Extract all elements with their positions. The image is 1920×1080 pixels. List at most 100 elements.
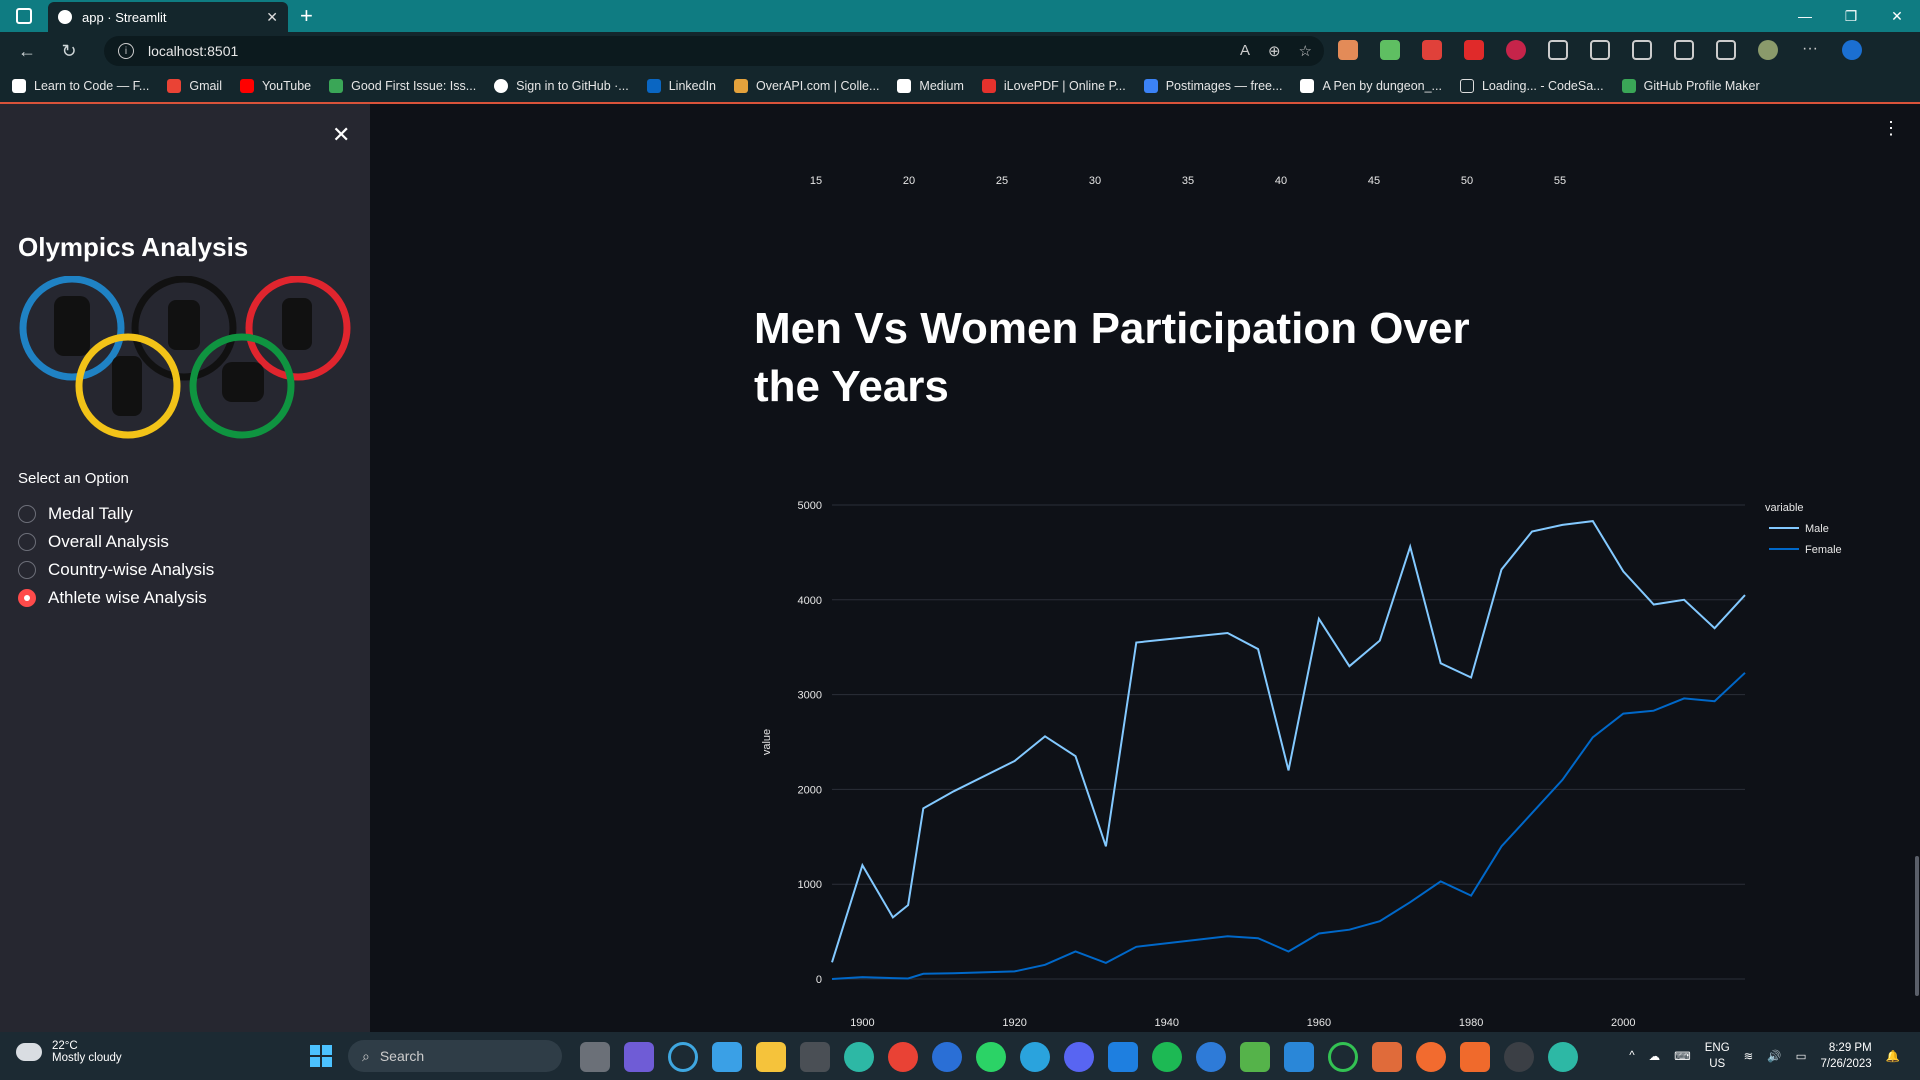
bookmark-item[interactable]: Learn to Code — F... bbox=[12, 79, 149, 93]
top-axis-tick-label: 35 bbox=[1182, 175, 1194, 187]
workspaces-icon[interactable] bbox=[16, 8, 32, 24]
radio-medal-tally[interactable]: Medal Tally bbox=[18, 500, 214, 528]
radio-country-wise-analysis[interactable]: Country-wise Analysis bbox=[18, 556, 214, 584]
zoom-icon[interactable]: ⊕ bbox=[1267, 43, 1281, 60]
app-icon[interactable] bbox=[1108, 1042, 1138, 1072]
bookmark-icon bbox=[734, 79, 748, 93]
bookmark-item[interactable]: Good First Issue: Iss... bbox=[329, 79, 476, 93]
taskbar-search[interactable]: ⌕ Search bbox=[348, 1040, 562, 1072]
collections-icon[interactable] bbox=[1674, 40, 1694, 60]
close-tab-icon[interactable]: ✕ bbox=[266, 8, 278, 25]
keyboard-icon[interactable]: ⌨ bbox=[1674, 1051, 1691, 1063]
chrome-icon[interactable] bbox=[888, 1042, 918, 1072]
onedrive-icon[interactable]: ☁ bbox=[1648, 1051, 1661, 1063]
bookmark-item[interactable]: Gmail bbox=[167, 79, 222, 93]
store-icon[interactable] bbox=[712, 1042, 742, 1072]
extension-icon[interactable] bbox=[1380, 40, 1400, 60]
top-axis-tick-label: 20 bbox=[903, 175, 915, 187]
app-icon[interactable] bbox=[1240, 1042, 1270, 1072]
scrollbar-thumb[interactable] bbox=[1915, 856, 1919, 996]
notification-bell-icon[interactable]: 🔔 bbox=[1885, 1051, 1900, 1063]
region[interactable]: US bbox=[1709, 1058, 1726, 1070]
restore-icon[interactable]: ❐ bbox=[1844, 7, 1858, 24]
bookmark-item[interactable]: OverAPI.com | Colle... bbox=[734, 79, 879, 93]
file-explorer-icon[interactable] bbox=[756, 1042, 786, 1072]
bookmark-item[interactable]: YouTube bbox=[240, 79, 311, 93]
close-window-icon[interactable]: ✕ bbox=[1891, 7, 1903, 24]
new-tab-button[interactable]: + bbox=[300, 3, 313, 28]
bookmark-item[interactable]: Loading... - CodeSa... bbox=[1459, 79, 1604, 93]
windows-start-icon[interactable] bbox=[310, 1045, 332, 1067]
app-icon[interactable] bbox=[1328, 1042, 1358, 1072]
clock-date[interactable]: 7/26/2023 bbox=[1820, 1058, 1872, 1070]
favorite-star-icon[interactable]: ☆ bbox=[1298, 43, 1312, 60]
bookmark-item[interactable]: A Pen by dungeon_... bbox=[1300, 79, 1442, 93]
xampp-icon[interactable] bbox=[1460, 1042, 1490, 1072]
browser-tab[interactable]: app · Streamlit ✕ bbox=[48, 2, 288, 32]
bookmark-item[interactable]: GitHub Profile Maker bbox=[1621, 79, 1760, 93]
wifi-icon[interactable]: ≋ bbox=[1743, 1051, 1754, 1063]
git-icon[interactable] bbox=[1372, 1042, 1402, 1072]
bookmark-item[interactable]: LinkedIn bbox=[646, 79, 716, 93]
discord-icon[interactable] bbox=[1064, 1042, 1094, 1072]
site-info-icon[interactable]: i bbox=[118, 43, 134, 59]
vscode-icon[interactable] bbox=[1284, 1042, 1314, 1072]
bookmark-item[interactable]: Postimages — free... bbox=[1143, 79, 1282, 93]
extension-icon[interactable] bbox=[1464, 40, 1484, 60]
postman-icon[interactable] bbox=[1416, 1042, 1446, 1072]
app-icon[interactable] bbox=[1196, 1042, 1226, 1072]
battery-icon[interactable]: ▭ bbox=[1795, 1051, 1807, 1063]
radio-circle-icon[interactable] bbox=[18, 533, 36, 551]
cloud-icon bbox=[16, 1043, 42, 1061]
edge-icon[interactable] bbox=[844, 1042, 874, 1072]
weather-widget[interactable]: 22°C Mostly cloudy bbox=[16, 1040, 122, 1064]
address-bar[interactable]: i localhost:8501 A ⊕ ☆ bbox=[104, 36, 1324, 66]
read-aloud-icon[interactable]: A bbox=[1239, 42, 1250, 59]
bookmark-item[interactable]: Sign in to GitHub ·... bbox=[494, 79, 629, 93]
chevron-up-icon[interactable]: ^ bbox=[1629, 1050, 1635, 1062]
teams-icon[interactable] bbox=[624, 1042, 654, 1072]
extension-icon[interactable] bbox=[1338, 40, 1358, 60]
app-icon[interactable] bbox=[800, 1042, 830, 1072]
option-radio-group: Medal Tally Overall Analysis Country-wis… bbox=[18, 500, 214, 612]
minimize-icon[interactable]: — bbox=[1798, 8, 1812, 24]
bookmark-item[interactable]: Medium bbox=[897, 79, 964, 93]
firefox-icon[interactable] bbox=[932, 1042, 962, 1072]
clock-time[interactable]: 8:29 PM bbox=[1828, 1042, 1872, 1054]
bing-icon[interactable] bbox=[1842, 40, 1862, 60]
series-line-male bbox=[831, 520, 1746, 963]
app-title: Olympics Analysis bbox=[18, 232, 249, 262]
bookmark-item[interactable]: iLovePDF | Online P... bbox=[981, 79, 1126, 93]
close-sidebar-icon[interactable]: ✕ bbox=[332, 122, 351, 147]
whatsapp-icon[interactable] bbox=[976, 1042, 1006, 1072]
cortana-icon[interactable] bbox=[668, 1042, 698, 1072]
radio-circle-icon[interactable] bbox=[18, 561, 36, 579]
task-view-icon[interactable] bbox=[580, 1042, 610, 1072]
volume-icon[interactable]: 🔊 bbox=[1767, 1051, 1782, 1063]
record-icon[interactable] bbox=[1506, 40, 1526, 60]
obs-icon[interactable] bbox=[1504, 1042, 1534, 1072]
bookmark-icon bbox=[329, 79, 344, 93]
system-tray: ^ ☁ ⌨ ENG US ≋ 🔊 ▭ 8:29 PM 7/26/2023 🔔 bbox=[1629, 1040, 1900, 1072]
extensions-icon[interactable] bbox=[1548, 40, 1568, 60]
legend-item: Male bbox=[1805, 523, 1829, 535]
edge-active-icon[interactable] bbox=[1548, 1042, 1578, 1072]
radio-circle-icon[interactable] bbox=[18, 505, 36, 523]
radio-overall-analysis[interactable]: Overall Analysis bbox=[18, 528, 214, 556]
back-icon[interactable]: ← bbox=[18, 40, 36, 61]
browser-nav-bar: ← ↻ i localhost:8501 A ⊕ ☆ bbox=[0, 32, 1920, 70]
telegram-icon[interactable] bbox=[1020, 1042, 1050, 1072]
performance-icon[interactable] bbox=[1716, 40, 1736, 60]
radio-selected-icon[interactable] bbox=[18, 589, 36, 607]
refresh-icon[interactable]: ↻ bbox=[61, 40, 77, 61]
x-tick-label: 1940 bbox=[1155, 1017, 1179, 1029]
language[interactable]: ENG bbox=[1704, 1042, 1730, 1054]
avatar[interactable] bbox=[1758, 40, 1778, 60]
favorites-icon[interactable] bbox=[1632, 40, 1652, 60]
spotify-icon[interactable] bbox=[1152, 1042, 1182, 1072]
more-icon[interactable]: ··· bbox=[1802, 40, 1818, 57]
main-menu-icon[interactable]: ⋮ bbox=[1882, 118, 1900, 138]
split-screen-icon[interactable] bbox=[1590, 40, 1610, 60]
radio-athlete-wise-analysis[interactable]: Athlete wise Analysis bbox=[18, 584, 214, 612]
adblock-icon[interactable] bbox=[1422, 40, 1442, 60]
